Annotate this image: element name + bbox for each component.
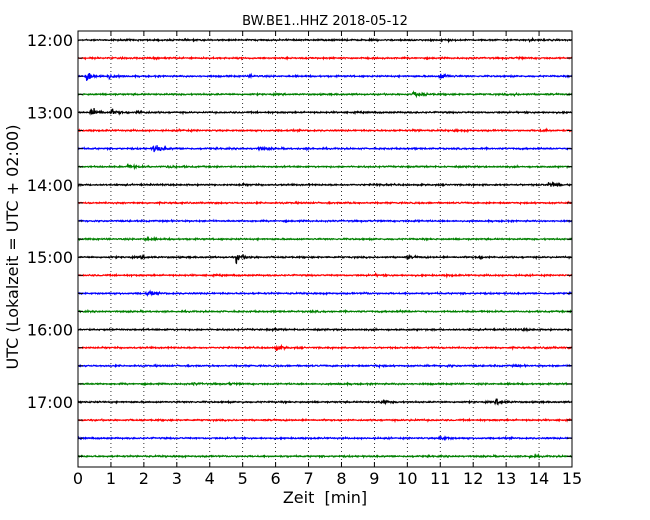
x-tick-label-12: 12: [463, 469, 483, 488]
trace-4: [77, 107, 573, 116]
vertical-gridlines: [110, 31, 540, 467]
trace-18: [77, 363, 573, 370]
seismogram-traces: [77, 36, 573, 460]
x-tick-label-15: 15: [562, 469, 582, 488]
trace-23: [77, 452, 573, 460]
x-tick-label-2: 2: [139, 469, 149, 488]
x-tick-label-13: 13: [496, 469, 516, 488]
trace-11: [77, 235, 573, 243]
y-tick-label-0: 12:00: [27, 31, 73, 50]
trace-10: [77, 218, 573, 224]
trace-17: [77, 343, 573, 351]
x-tick-label-11: 11: [430, 469, 450, 488]
trace-6: [77, 144, 573, 153]
trace-21: [77, 417, 573, 424]
x-tick-label-1: 1: [106, 469, 116, 488]
x-tick-label-6: 6: [271, 469, 281, 488]
trace-20: [77, 398, 573, 406]
trace-19: [77, 381, 573, 387]
chart-title: BW.BE1..HHZ 2018-05-12: [242, 14, 408, 29]
trace-13: [77, 271, 573, 279]
trace-15: [77, 308, 573, 314]
y-tick-label-4: 16:00: [27, 321, 73, 340]
plot-frame: [77, 30, 573, 468]
y-axis-ticks: 12:00 13:00 14:00 15:00 16:00 17:00: [27, 31, 572, 457]
y-tick-label-2: 14:00: [27, 176, 73, 195]
trace-2: [77, 72, 573, 81]
trace-14: [77, 289, 573, 298]
x-axis-label: Zeit [min]: [283, 488, 367, 507]
x-tick-label-4: 4: [205, 469, 215, 488]
y-axis-label: UTC (Lokalzeit = UTC + 02:00): [3, 125, 22, 370]
trace-12: [77, 253, 573, 265]
trace-0: [77, 36, 573, 44]
trace-22: [77, 435, 573, 442]
trace-1: [77, 55, 573, 61]
y-tick-label-5: 17:00: [27, 393, 73, 412]
y-tick-label-3: 15:00: [27, 248, 73, 267]
y-tick-label-1: 13:00: [27, 103, 73, 122]
x-tick-label-0: 0: [73, 469, 83, 488]
x-tick-label-5: 5: [238, 469, 248, 488]
trace-3: [77, 90, 573, 99]
trace-9: [77, 200, 573, 207]
x-tick-label-14: 14: [529, 469, 549, 488]
x-axis-ticks: 0 1 2 3 4 5 6 7 8 9 10 11 12 13 14 15: [73, 31, 582, 488]
trace-5: [77, 127, 573, 134]
trace-7: [77, 163, 573, 171]
trace-8: [77, 181, 573, 188]
x-tick-label-8: 8: [336, 469, 346, 488]
x-tick-label-10: 10: [397, 469, 417, 488]
x-tick-label-3: 3: [172, 469, 182, 488]
x-tick-label-9: 9: [369, 469, 379, 488]
x-tick-label-7: 7: [303, 469, 313, 488]
trace-16: [77, 326, 573, 333]
